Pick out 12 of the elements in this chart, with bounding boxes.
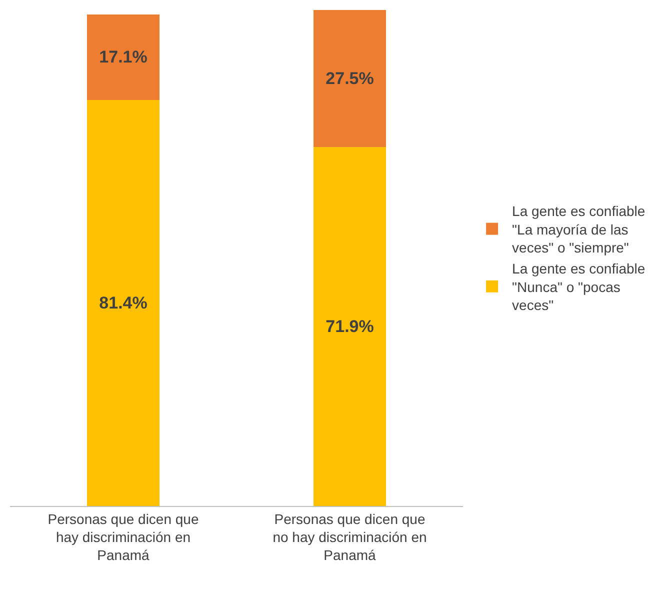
data-label: 71.9% [326, 317, 374, 336]
legend-label: La gente es confiable "Nunca" o "pocas veces" [512, 260, 646, 314]
x-tick-label: Personas que dicen que hay discriminación en Panamá [48, 510, 199, 564]
bar [87, 100, 160, 506]
data-label: 81.4% [99, 293, 148, 312]
bar [87, 14, 160, 100]
data-label: 27.5% [326, 69, 374, 88]
bar [314, 10, 386, 148]
x-tick-label: Personas que dicen que no hay discriminación en Panamá [272, 510, 427, 564]
legend-label: La gente es confiable "La mayoría de las veces" o "siempre" [512, 203, 646, 256]
bar [314, 147, 386, 506]
data-label: 17.1% [99, 48, 148, 67]
